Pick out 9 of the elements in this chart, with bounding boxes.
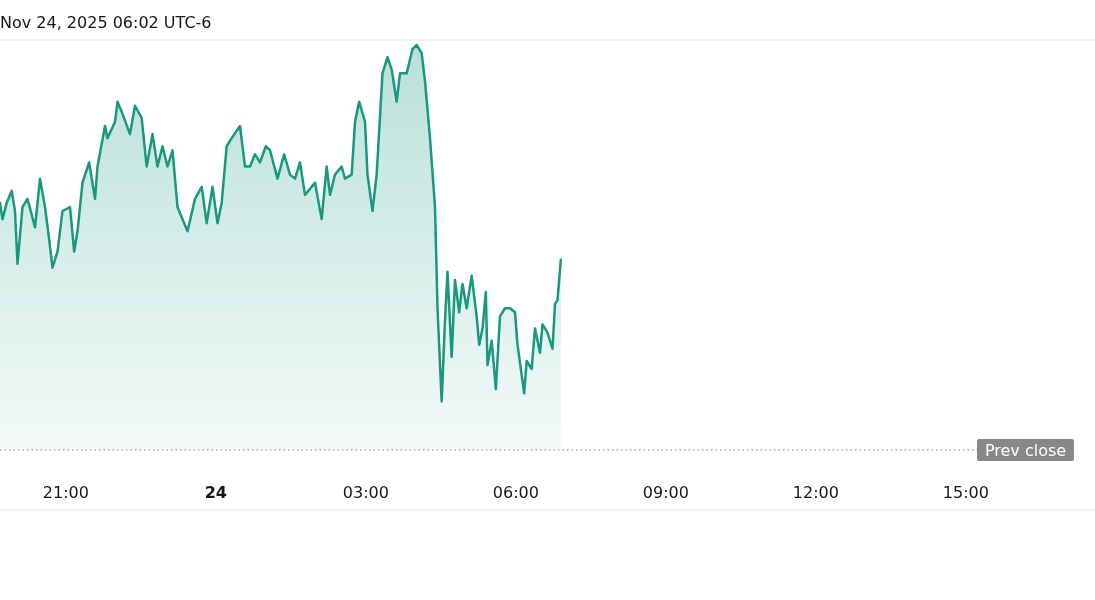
x-tick-label: 21:00: [42, 483, 89, 502]
x-tick-label: 09:00: [642, 483, 689, 502]
ref-line-label: Prev close: [984, 440, 1067, 460]
x-tick-label: 12:00: [792, 483, 839, 502]
x-tick-label: 06:00: [492, 483, 539, 502]
x-tick-label: 03:00: [342, 483, 389, 502]
chart-title: Nov 24, 2025 06:02 UTC-6: [0, 13, 212, 32]
x-tick-label: 15:00: [942, 483, 989, 502]
x-tick-label: 24: [204, 483, 227, 502]
